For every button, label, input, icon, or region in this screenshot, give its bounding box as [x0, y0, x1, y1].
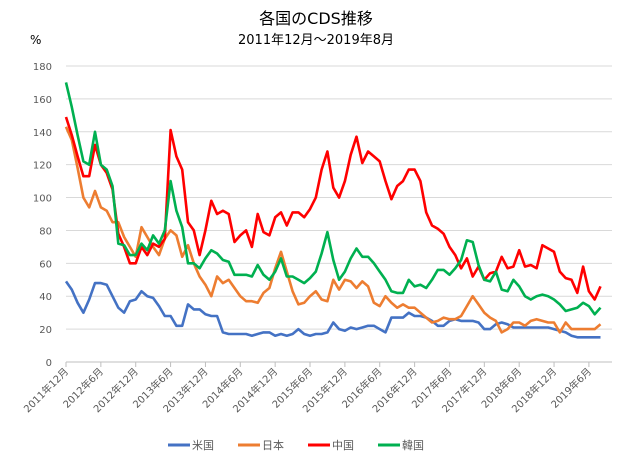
series-lines	[64, 82, 602, 339]
series-line-1	[64, 126, 602, 334]
y-tick-label: 80	[39, 226, 52, 237]
legend-label: 米国	[192, 439, 214, 452]
y-axis-label: %	[30, 33, 41, 47]
series-line-3	[64, 82, 602, 316]
y-tick-label: 180	[33, 62, 52, 73]
legend-label: 中国	[332, 439, 354, 452]
y-tick-label: 20	[39, 325, 52, 336]
series-line-2	[64, 116, 602, 301]
x-tick-label: 2011年12月	[21, 365, 71, 415]
y-axis-ticks: 0 20 40 60 80 100 120 140 160 180	[33, 62, 52, 369]
x-axis: 2011年12月2012年6月2012年12月2013年6月2013年12月20…	[21, 362, 594, 415]
y-tick-label: 140	[33, 128, 52, 139]
legend-label: 日本	[262, 438, 284, 452]
y-tick-label: 60	[39, 259, 52, 270]
legend-label: 韓国	[402, 439, 424, 452]
y-tick-label: 120	[33, 161, 52, 172]
y-tick-label: 160	[33, 95, 52, 106]
y-tick-label: 0	[46, 358, 52, 369]
legend: 米国 日本 中国 韓国	[168, 438, 424, 452]
y-tick-label: 100	[33, 194, 52, 205]
chart-title: 各国のCDS推移	[259, 9, 373, 28]
chart-subtitle: 2011年12月～2019年8月	[238, 33, 394, 48]
y-tick-label: 40	[39, 292, 52, 303]
gridlines	[66, 65, 612, 363]
